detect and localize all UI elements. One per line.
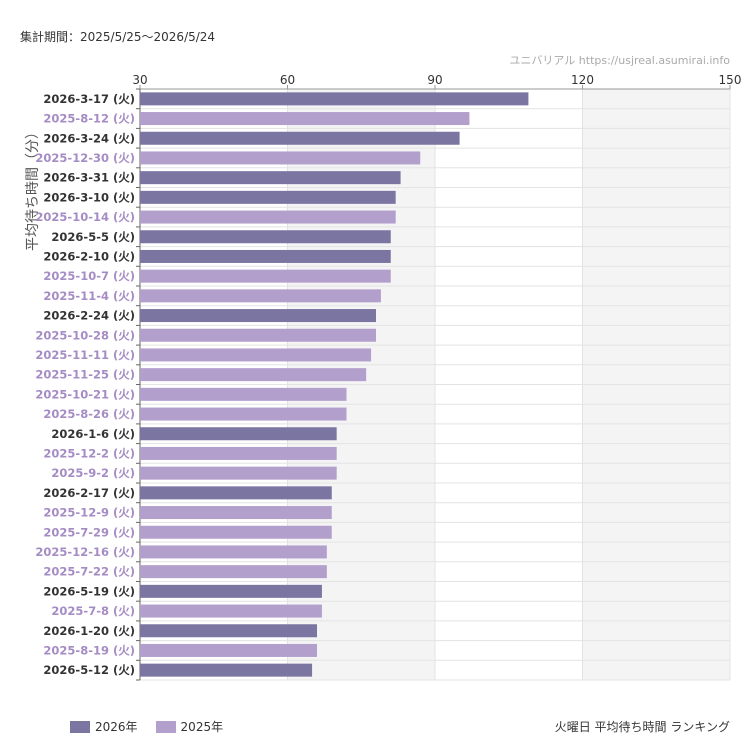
bar-2025 (140, 210, 396, 224)
bar-2025 (140, 289, 381, 303)
legend-swatch-2025 (155, 720, 176, 733)
x-tick-label: 30 (132, 73, 147, 87)
category-label: 2026-2-17 (火) (43, 486, 135, 500)
category-label: 2025-11-11 (火) (35, 348, 135, 362)
category-label: 2025-8-19 (火) (43, 643, 135, 657)
category-label: 2026-3-17 (火) (43, 92, 135, 106)
chart-legend: 2026年 2025年 (70, 718, 241, 735)
category-label: 2026-1-6 (火) (51, 427, 135, 441)
category-label: 2025-12-2 (火) (43, 446, 135, 460)
bar-2025 (140, 151, 421, 165)
category-label: 2026-5-12 (火) (43, 663, 135, 677)
category-label: 2026-1-20 (火) (43, 624, 135, 638)
bar-2026 (140, 624, 317, 638)
site-credit[interactable]: ユニバリアル https://usjreal.asumirai.info (509, 54, 730, 67)
bar-2026 (140, 309, 376, 323)
legend-item-2026[interactable]: 2026年 (70, 718, 138, 735)
bar-2025 (140, 407, 347, 421)
category-label: 2025-10-28 (火) (35, 328, 135, 342)
category-label: 2025-7-8 (火) (51, 604, 135, 618)
legend-swatch-2026 (70, 720, 90, 733)
bar-2026 (140, 663, 313, 677)
bar-2025 (140, 269, 391, 283)
bar-2026 (140, 131, 460, 145)
bar-2026 (140, 486, 332, 500)
category-label: 2026-5-19 (火) (43, 584, 135, 598)
bar-2025 (140, 112, 470, 126)
bar-2025 (140, 348, 372, 362)
category-label: 2025-12-16 (火) (35, 545, 135, 559)
category-label: 2025-7-22 (火) (43, 565, 135, 579)
bar-2026 (140, 427, 337, 441)
bar-2025 (140, 446, 337, 460)
category-label: 2026-2-24 (火) (43, 309, 135, 323)
bar-2026 (140, 92, 529, 106)
x-tick-label: 60 (280, 73, 295, 87)
category-label: 2025-10-7 (火) (43, 269, 135, 283)
bar-2025 (140, 565, 327, 579)
x-tick-label: 90 (427, 73, 442, 87)
x-tick-label: 120 (571, 73, 594, 87)
bar-2025 (140, 466, 337, 480)
bar-2025 (140, 545, 327, 559)
category-label: 2026-3-24 (火) (43, 131, 135, 145)
category-label: 2026-3-31 (火) (43, 171, 135, 185)
bar-2025 (140, 328, 376, 342)
x-tick-label: 150 (719, 73, 742, 87)
bar-2025 (140, 368, 367, 382)
category-label: 2026-5-5 (火) (51, 230, 135, 244)
category-label: 2025-8-12 (火) (43, 112, 135, 126)
legend-item-2025[interactable]: 2025年 (155, 718, 224, 735)
bar-2026 (140, 584, 322, 598)
chart-title: 火曜日 平均待ち時間 ランキング (554, 720, 730, 734)
bar-2025 (140, 604, 322, 618)
category-label: 2025-12-30 (火) (35, 151, 135, 165)
bar-2026 (140, 190, 396, 204)
category-label: 2025-7-29 (火) (43, 525, 135, 539)
bar-2025 (140, 387, 347, 401)
category-label: 2025-8-26 (火) (43, 407, 135, 421)
legend-label-2025: 2025年 (180, 720, 224, 734)
category-label: 2025-10-21 (火) (35, 387, 135, 401)
category-label: 2025-12-9 (火) (43, 506, 135, 520)
category-label: 2026-3-10 (火) (43, 190, 135, 204)
legend-label-2026: 2026年 (95, 720, 138, 734)
bar-2026 (140, 249, 391, 263)
category-label: 2025-11-4 (火) (43, 289, 135, 303)
category-label: 2026-2-10 (火) (43, 249, 135, 263)
bar-2025 (140, 525, 332, 539)
bar-2026 (140, 171, 401, 185)
aggregation-period: 集計期間：2025/5/25～2026/5/24 (20, 30, 216, 44)
category-label: 2025-11-25 (火) (35, 368, 135, 382)
category-label: 2025-9-2 (火) (51, 466, 135, 480)
bar-2025 (140, 506, 332, 520)
bar-2026 (140, 230, 391, 244)
bar-2025 (140, 643, 317, 657)
category-label: 2025-10-14 (火) (35, 210, 135, 224)
